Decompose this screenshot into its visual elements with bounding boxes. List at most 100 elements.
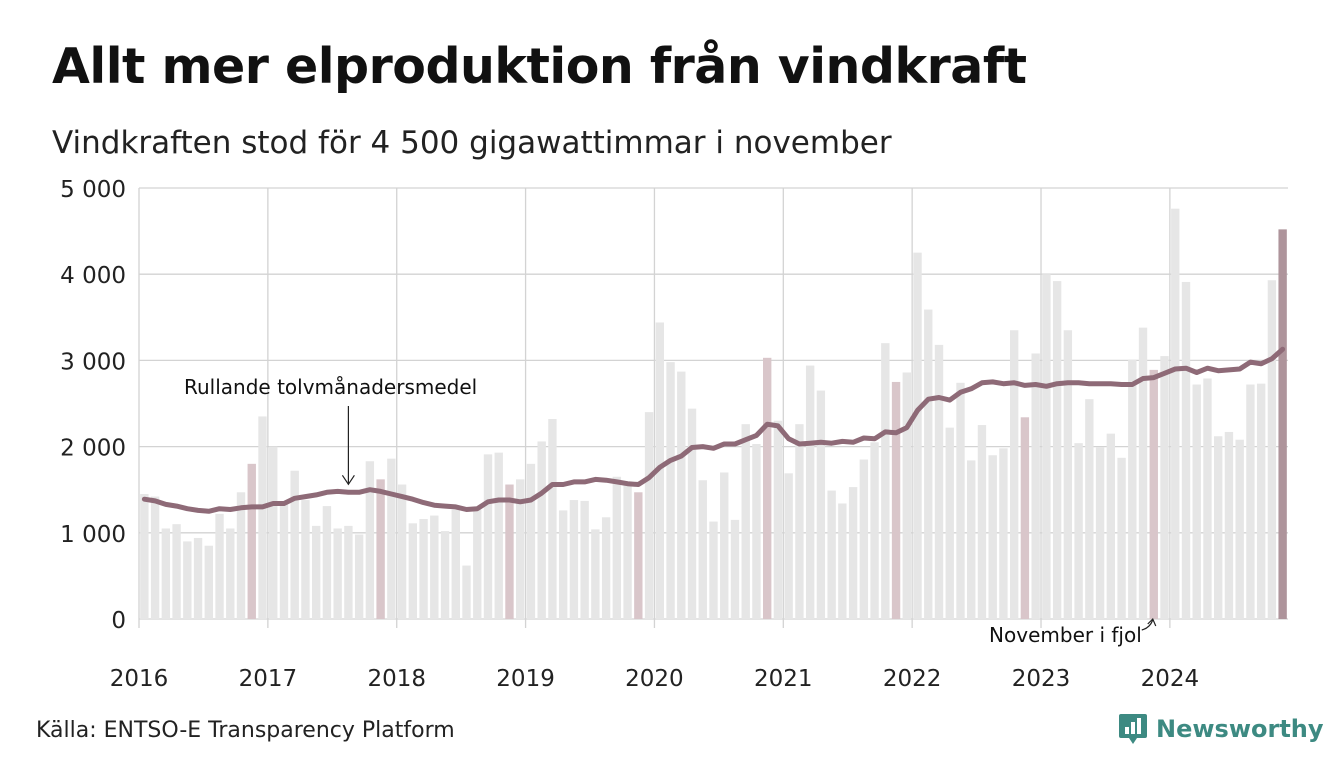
bar [1106, 433, 1116, 619]
bar [644, 412, 654, 619]
source-note: Källa: ENTSO-E Transparency Platform [36, 718, 455, 743]
bar [247, 463, 256, 619]
bar [526, 463, 536, 619]
annotations-layer: Rullande tolvmånadersmedel November i fjo… [184, 375, 1157, 647]
bar [1160, 356, 1169, 619]
bar [709, 521, 718, 619]
x-tick-label: 2016 [110, 666, 169, 692]
y-tick-label: 1 000 [60, 522, 126, 548]
bar [934, 344, 944, 619]
bar [1171, 208, 1180, 620]
bar [462, 565, 471, 619]
bar [354, 534, 364, 619]
bar [1256, 383, 1266, 619]
bar [290, 470, 299, 619]
bar [1020, 417, 1030, 619]
bar [1095, 447, 1105, 619]
bar [430, 515, 439, 619]
bar [1235, 439, 1244, 619]
y-tick-label: 0 [111, 608, 126, 634]
bar [1192, 384, 1201, 619]
bar [473, 509, 482, 619]
bar [140, 494, 149, 619]
bar [720, 472, 729, 619]
bar [924, 309, 933, 619]
chart-title: Allt mer elproduktion från vindkraft [52, 38, 1027, 95]
bar [408, 523, 418, 619]
bar [269, 446, 278, 619]
bar [1224, 431, 1234, 619]
bar [451, 509, 460, 619]
bar [558, 510, 568, 619]
bar [977, 425, 987, 619]
x-tick-label: 2021 [754, 666, 813, 692]
bar [601, 517, 611, 619]
bar [881, 343, 890, 619]
bar [741, 424, 750, 619]
bar [902, 372, 911, 619]
bar [215, 513, 224, 619]
annotation-arrowhead [1147, 617, 1157, 627]
bar [1085, 399, 1094, 619]
bar [1214, 436, 1223, 619]
bar [419, 519, 428, 619]
bar [505, 484, 514, 619]
bar [193, 537, 203, 619]
bar [612, 476, 622, 619]
y-tick-label: 3 000 [60, 349, 126, 375]
bar [591, 529, 600, 619]
x-tick-label: 2018 [367, 666, 426, 692]
x-tick-label: 2022 [883, 666, 942, 692]
y-tick-label: 4 000 [60, 263, 126, 289]
x-tick-label: 2020 [625, 666, 684, 692]
bar [483, 454, 493, 619]
line-layer [141, 346, 1286, 514]
bar [236, 492, 246, 619]
bar [311, 525, 321, 619]
bar [1246, 384, 1255, 619]
bar [730, 519, 740, 619]
bar [365, 461, 375, 619]
bar [516, 479, 525, 619]
bar [666, 362, 675, 619]
bar [1074, 443, 1083, 619]
bars-layer [140, 208, 1287, 620]
annotation-last-november: November i fjol [989, 623, 1142, 647]
x-tick-label: 2019 [496, 666, 555, 692]
bar [784, 473, 793, 619]
y-tick-label: 2 000 [60, 436, 126, 462]
axis-labels-layer: 0 1 000 2 000 3 000 4 000 5 000 2016 2017 2018 20… [60, 177, 1199, 692]
chart-subtitle: Vindkraften stod för 4 500 gigawattimmar… [52, 125, 892, 161]
bar [988, 455, 997, 619]
bar [848, 487, 858, 619]
bar [1278, 229, 1287, 619]
annotation-rolling-mean: Rullande tolvmånadersmedel [184, 375, 477, 399]
bar [1267, 280, 1277, 619]
bar [333, 528, 342, 619]
bar [279, 502, 289, 619]
bar [870, 442, 879, 619]
x-tick-label: 2017 [239, 666, 298, 692]
bar [150, 496, 160, 619]
annotation-arrow [1141, 619, 1154, 631]
bar [1203, 378, 1212, 619]
bar [773, 420, 783, 619]
bar [1063, 330, 1073, 619]
bar [376, 479, 385, 619]
bar [634, 492, 643, 619]
bar [322, 506, 332, 619]
bar [204, 545, 213, 619]
bar [945, 427, 954, 619]
bar [816, 390, 826, 619]
bar [1149, 369, 1158, 619]
bar [967, 460, 976, 619]
bar [183, 541, 192, 619]
bar [913, 252, 922, 619]
bar [687, 408, 697, 619]
bar [838, 503, 847, 619]
bar [258, 416, 267, 619]
bar [827, 490, 836, 619]
bar [440, 531, 450, 619]
bar [677, 371, 686, 619]
bar [397, 484, 407, 619]
